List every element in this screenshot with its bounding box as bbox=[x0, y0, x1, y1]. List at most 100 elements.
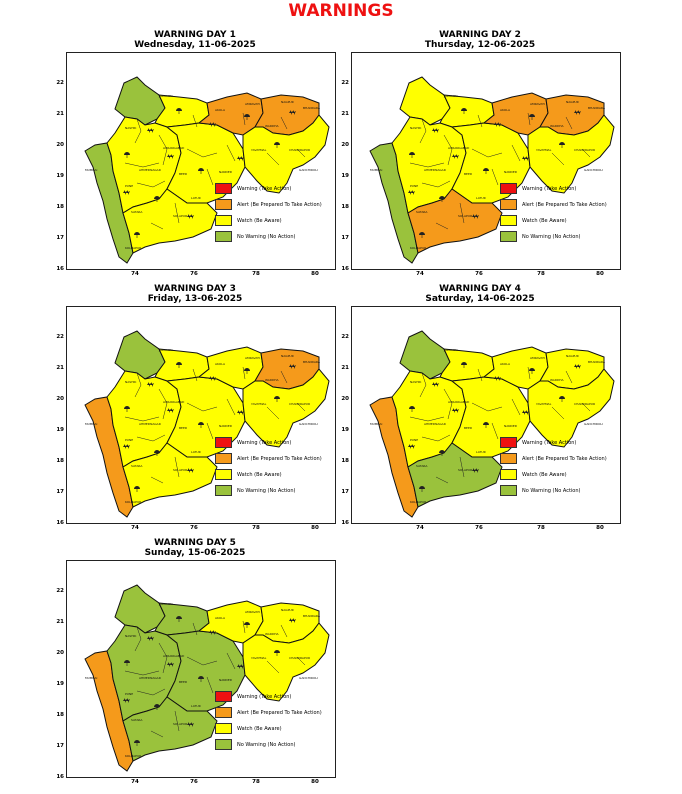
district-label: KOLHAPUR bbox=[410, 246, 426, 250]
y-tick-label: 17 bbox=[341, 235, 349, 241]
thunderstorm-lightning-icon bbox=[209, 630, 216, 635]
legend-label: Watch (Be Aware) bbox=[522, 471, 567, 478]
legend-item: No Warning (No Action) bbox=[215, 231, 295, 242]
district-label: NAGPUR bbox=[566, 100, 579, 104]
legend-item: Warning (Take Action) bbox=[215, 183, 291, 194]
district-label: BEED bbox=[179, 680, 188, 684]
region-south bbox=[407, 188, 503, 254]
district-label: WARDHA bbox=[550, 378, 565, 382]
legend-swatch bbox=[215, 485, 232, 496]
thunderstorm-lightning-icon bbox=[167, 408, 174, 413]
district-label: PUNE bbox=[125, 692, 133, 696]
legend-label: Alert (Be Prepared To Take Action) bbox=[237, 201, 322, 208]
legend-item: Watch (Be Aware) bbox=[500, 469, 567, 480]
heavy-rain-umbrella-icon bbox=[124, 660, 130, 666]
district-label: WARDHA bbox=[265, 632, 280, 636]
heavy-rain-umbrella-icon bbox=[198, 168, 204, 174]
heavy-rain-umbrella-icon bbox=[134, 740, 140, 746]
district-label: AURANGABAD bbox=[163, 654, 185, 658]
y-tick-label: 18 bbox=[341, 204, 349, 210]
legend-swatch bbox=[215, 215, 232, 226]
x-tick-label: 74 bbox=[131, 271, 139, 277]
thunderstorm-lightning-icon bbox=[187, 468, 194, 473]
y-tick-label: 17 bbox=[56, 743, 64, 749]
heavy-rain-umbrella-icon bbox=[439, 196, 445, 202]
panel-day-title: WARNING DAY 2 bbox=[439, 30, 521, 40]
warning-map-panel: WARNING DAY 1 Wednesday, 11-06-2025 JALGAO… bbox=[50, 30, 340, 277]
warning-map-panel: WARNING DAY 4 Saturday, 14-06-2025 JALGAON… bbox=[335, 284, 625, 531]
panel-date: Sunday, 15-06-2025 bbox=[144, 548, 246, 558]
thunderstorm-lightning-icon bbox=[167, 662, 174, 667]
district-boundary bbox=[419, 372, 427, 398]
y-tick-label: 22 bbox=[341, 334, 349, 340]
legend-label: Warning (Take Action) bbox=[237, 185, 292, 192]
legend-item: No Warning (No Action) bbox=[500, 231, 580, 242]
district-boundary bbox=[174, 202, 180, 224]
district-boundary bbox=[186, 656, 218, 666]
region-vidarbha-south bbox=[242, 114, 330, 194]
district-boundary bbox=[150, 476, 164, 484]
y-tick-label: 16 bbox=[341, 520, 349, 526]
legend-label: No Warning (No Action) bbox=[237, 233, 296, 240]
legend-swatch bbox=[500, 453, 517, 464]
district-label: YAVATMAL bbox=[536, 402, 552, 406]
legend-label: Watch (Be Aware) bbox=[237, 471, 282, 478]
district-boundary bbox=[192, 368, 198, 382]
thunderstorm-lightning-icon bbox=[289, 364, 296, 369]
heavy-rain-umbrella-icon bbox=[176, 616, 182, 622]
legend-label: Warning (Take Action) bbox=[522, 439, 577, 446]
legend-item: Warning (Take Action) bbox=[215, 437, 291, 448]
district-label: AMRAVATI bbox=[245, 610, 260, 614]
map-plot-area: JALGAON NASHIK AURANGABAD AHMEDNAGAR PUNE MUM… bbox=[351, 306, 621, 524]
district-label: JALGAON bbox=[443, 348, 458, 352]
district-label: CHANDRAPUR bbox=[574, 148, 595, 152]
legend-swatch bbox=[215, 739, 232, 750]
legend-label: Warning (Take Action) bbox=[522, 185, 577, 192]
thunderstorm-lightning-icon bbox=[574, 110, 581, 115]
y-tick-label: 19 bbox=[341, 173, 349, 179]
district-label: SATARA bbox=[416, 464, 428, 468]
district-label: YAVATMAL bbox=[251, 656, 267, 660]
x-tick-label: 80 bbox=[596, 271, 604, 277]
district-label: NAGPUR bbox=[281, 608, 294, 612]
district-label: SOLAPUR bbox=[173, 722, 187, 726]
district-boundary bbox=[421, 434, 451, 442]
y-tick-label: 17 bbox=[56, 489, 64, 495]
district-label: AKOLA bbox=[500, 362, 511, 366]
district-boundary bbox=[206, 168, 214, 186]
heavy-rain-umbrella-icon bbox=[176, 362, 182, 368]
panel-date: Friday, 13-06-2025 bbox=[147, 294, 243, 304]
district-boundary bbox=[124, 416, 160, 422]
district-boundary bbox=[134, 372, 142, 398]
district-label: MUMBAI bbox=[370, 168, 382, 172]
maharashtra-map: JALGAON NASHIK AURANGABAD AHMEDNAGAR PUNE MUM… bbox=[84, 76, 330, 264]
y-tick-label: 18 bbox=[56, 712, 64, 718]
y-tick-label: 16 bbox=[56, 266, 64, 272]
heavy-rain-umbrella-icon bbox=[244, 622, 250, 628]
thunderstorm-lightning-icon bbox=[187, 214, 194, 219]
x-tick-label: 74 bbox=[131, 779, 139, 785]
thunderstorm-lightning-icon bbox=[408, 444, 415, 449]
district-label: AHMEDNAGAR bbox=[139, 422, 161, 426]
district-label: YAVATMAL bbox=[251, 402, 267, 406]
district-boundary bbox=[471, 402, 503, 412]
legend-item: Watch (Be Aware) bbox=[215, 723, 282, 734]
legend-label: Alert (Be Prepared To Take Action) bbox=[237, 455, 322, 462]
legend-item: Alert (Be Prepared To Take Action) bbox=[500, 199, 607, 210]
district-boundary bbox=[242, 366, 246, 380]
thunderstorm-lightning-icon bbox=[209, 122, 216, 127]
district-label: NANDED bbox=[219, 424, 233, 428]
y-tick-label: 18 bbox=[56, 458, 64, 464]
x-tick-label: 76 bbox=[475, 271, 483, 277]
legend-swatch bbox=[215, 199, 232, 210]
thunderstorm-lightning-icon bbox=[289, 110, 296, 115]
y-tick-label: 19 bbox=[56, 681, 64, 687]
x-tick-label: 76 bbox=[190, 779, 198, 785]
district-boundary bbox=[158, 134, 168, 166]
legend-swatch bbox=[215, 453, 232, 464]
district-label: NASHIK bbox=[410, 380, 422, 384]
legend-label: No Warning (No Action) bbox=[237, 487, 296, 494]
district-boundary bbox=[527, 112, 531, 126]
heavy-rain-umbrella-icon bbox=[154, 196, 160, 202]
y-tick-label: 18 bbox=[341, 458, 349, 464]
